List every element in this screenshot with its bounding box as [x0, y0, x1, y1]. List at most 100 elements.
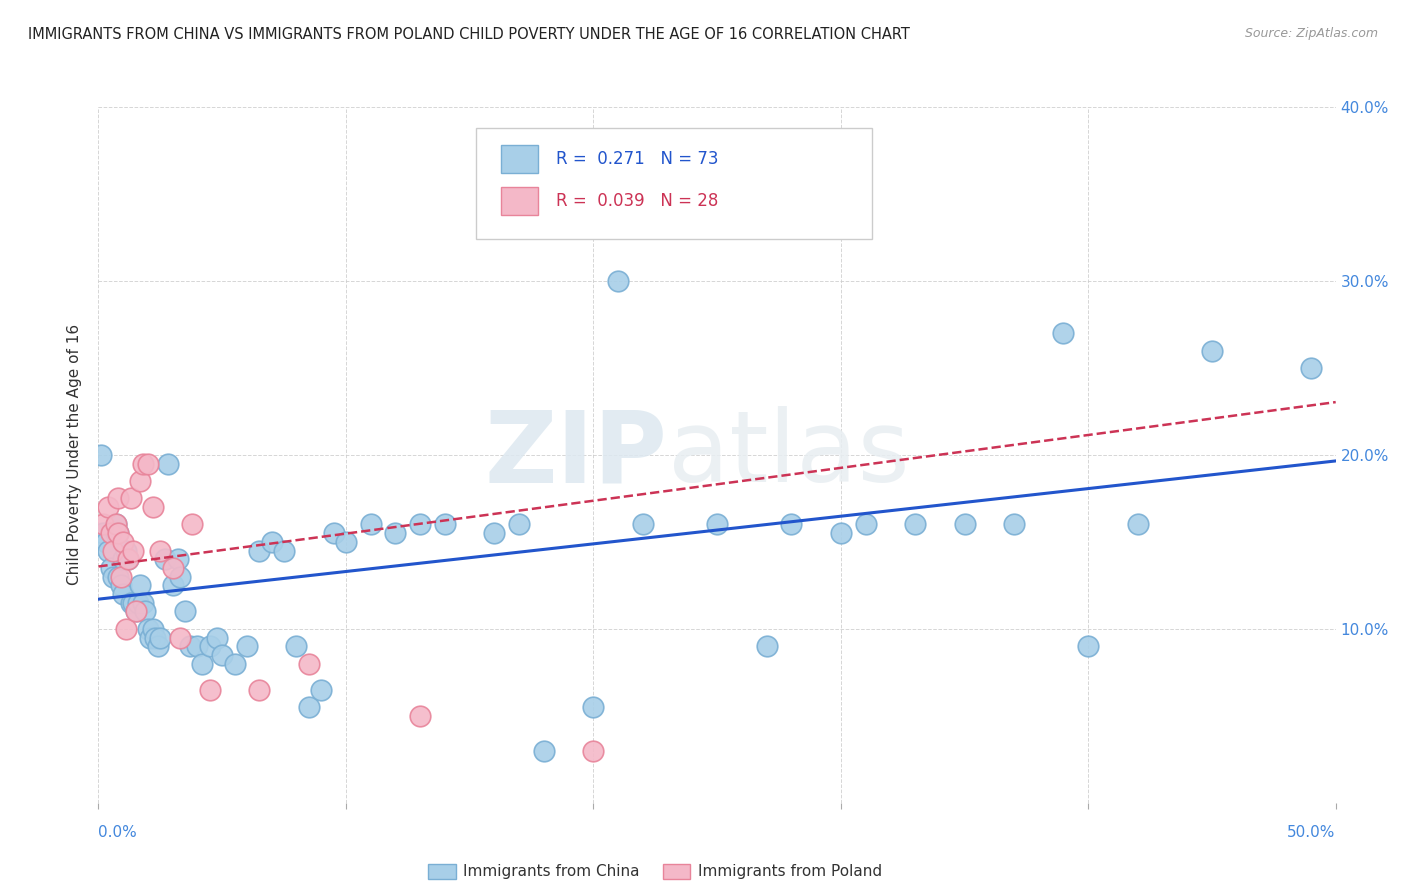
Point [107, 570, 129, 584]
Point [162, 561, 184, 575]
Point [260, 534, 283, 549]
Point [179, 639, 201, 653]
Point [97, 500, 120, 514]
Point [191, 657, 214, 671]
Point [169, 570, 191, 584]
Point [631, 517, 654, 532]
Point [953, 517, 976, 532]
Point [607, 274, 630, 288]
Point [211, 648, 233, 662]
Point [110, 570, 132, 584]
Point [112, 534, 135, 549]
Point [142, 622, 165, 636]
Point [97, 543, 120, 558]
Point [143, 631, 166, 645]
Point [93, 517, 115, 532]
Point [1299, 360, 1322, 375]
Point [90, 448, 112, 462]
Point [149, 631, 172, 645]
Point [122, 543, 145, 558]
Point [100, 526, 122, 541]
Point [124, 605, 146, 619]
Point [142, 500, 165, 514]
Point [186, 639, 208, 653]
Point [181, 517, 204, 532]
Text: ZIP: ZIP [485, 407, 668, 503]
Point [103, 570, 125, 584]
Point [224, 657, 246, 671]
Point [107, 491, 129, 506]
Point [103, 543, 125, 558]
Point [127, 596, 149, 610]
Point [198, 682, 221, 697]
Point [93, 526, 115, 541]
Point [582, 700, 605, 714]
Text: IMMIGRANTS FROM CHINA VS IMMIGRANTS FROM POLAND CHILD POVERTY UNDER THE AGE OF 1: IMMIGRANTS FROM CHINA VS IMMIGRANTS FROM… [28, 27, 910, 42]
Point [139, 631, 162, 645]
Point [298, 657, 321, 671]
Point [104, 526, 127, 541]
Point [360, 517, 382, 532]
Point [107, 526, 129, 541]
Point [124, 605, 146, 619]
Text: R =  0.039   N = 28: R = 0.039 N = 28 [557, 192, 718, 210]
Point [117, 552, 139, 566]
Point [122, 596, 145, 610]
Point [335, 534, 357, 549]
Point [149, 543, 172, 558]
Point [136, 622, 159, 636]
Point [298, 700, 321, 714]
Text: R =  0.271   N = 73: R = 0.271 N = 73 [557, 150, 718, 169]
Point [94, 534, 117, 549]
Point [409, 517, 432, 532]
Point [132, 596, 155, 610]
Point [247, 682, 270, 697]
Point [129, 474, 152, 488]
Point [409, 708, 432, 723]
Point [236, 639, 259, 653]
Point [155, 552, 177, 566]
Point [120, 491, 142, 506]
Point [107, 526, 129, 541]
Point [166, 552, 188, 566]
Point [508, 517, 530, 532]
Point [384, 526, 406, 541]
Point [114, 543, 136, 558]
Point [112, 552, 135, 566]
Point [780, 517, 803, 532]
Point [706, 517, 728, 532]
Point [132, 457, 155, 471]
Point [309, 682, 332, 697]
Point [1052, 326, 1074, 340]
Point [285, 639, 308, 653]
Point [146, 639, 169, 653]
Point [129, 578, 152, 592]
Point [112, 587, 135, 601]
Point [1077, 639, 1099, 653]
Point [582, 744, 605, 758]
Point [117, 552, 139, 566]
Point [755, 639, 778, 653]
Point [169, 631, 191, 645]
Bar [501, 187, 537, 215]
Point [100, 561, 122, 575]
Text: Source: ZipAtlas.com: Source: ZipAtlas.com [1244, 27, 1378, 40]
Point [247, 543, 270, 558]
Point [110, 578, 132, 592]
Point [134, 605, 156, 619]
Point [484, 526, 506, 541]
Legend: Immigrants from China, Immigrants from Poland: Immigrants from China, Immigrants from P… [422, 857, 889, 886]
Text: 50.0%: 50.0% [1288, 825, 1336, 840]
Point [136, 457, 159, 471]
Point [1002, 517, 1025, 532]
Point [533, 744, 555, 758]
Point [120, 596, 142, 610]
Point [804, 135, 827, 149]
Point [904, 517, 927, 532]
Point [104, 517, 127, 532]
Point [156, 457, 179, 471]
Point [174, 605, 197, 619]
Point [433, 517, 456, 532]
Point [114, 622, 136, 636]
Point [830, 526, 852, 541]
